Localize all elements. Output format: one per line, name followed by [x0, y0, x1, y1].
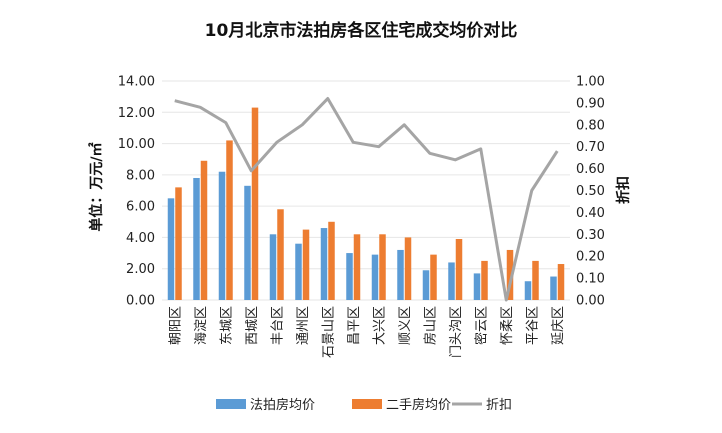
category-labels: 朝阳区 海淀区 东城区 西城区 丰台区 通州区 石景山区 昌平区 大兴区 顺义区 房山区 门头沟区 密云…	[168, 306, 566, 358]
bar-auction-price	[320, 228, 328, 300]
bar-secondhand-price	[506, 249, 514, 300]
bar-secondhand-price	[226, 140, 233, 300]
category-label: 怀柔区	[500, 306, 515, 345]
category-label: 朝阳区	[168, 306, 183, 345]
left-tick-label: 2.00	[126, 262, 155, 277]
bar-auction-price	[371, 254, 379, 300]
bar-secondhand-price	[200, 160, 208, 300]
legend-item-discount: 折扣	[452, 398, 512, 413]
category-label: 平谷区	[525, 306, 540, 345]
left-tick-label: 6.00	[126, 200, 155, 215]
category-label: 丰台区	[270, 306, 285, 345]
category-label: 密云区	[473, 306, 489, 345]
left-tick-label: 0.00	[126, 294, 155, 309]
legend-label: 法拍房均价	[250, 397, 315, 413]
legend-item-secondhand: 二手房均价	[352, 397, 451, 413]
bar-auction-price	[269, 234, 277, 300]
category-label: 通州区	[296, 306, 311, 345]
left-axis-ticks: 0.00 2.00 4.00 6.00 8.00 10.00 12.00 14.00	[118, 75, 155, 309]
bar-auction-price	[422, 270, 430, 300]
bar-secondhand-price	[353, 234, 361, 300]
right-tick-label: 1.00	[576, 75, 605, 90]
right-tick-label: 0.00	[576, 294, 605, 309]
right-tick-label: 0.50	[576, 184, 605, 199]
legend-swatch	[216, 399, 246, 409]
bar-secondhand-price	[557, 264, 565, 300]
category-label: 顺义区	[398, 306, 413, 345]
left-tick-label: 8.00	[126, 168, 155, 183]
bar-auction-price	[550, 276, 557, 300]
right-axis-title: 折扣	[615, 176, 632, 204]
bar-secondhand-price	[455, 238, 463, 300]
right-axis-ticks: 0.00 0.10 0.20 0.30 0.40 0.50 0.60 0.70 0.80 0.90…	[576, 75, 605, 309]
bar-secondhand-price	[430, 254, 437, 300]
bar-auction-price	[346, 253, 353, 300]
category-label: 东城区	[219, 306, 234, 345]
left-tick-label: 14.00	[118, 75, 155, 90]
bar-secondhand-price	[328, 221, 335, 300]
right-tick-label: 0.20	[576, 250, 605, 265]
right-tick-label: 0.40	[576, 206, 605, 221]
left-tick-label: 4.00	[126, 231, 155, 246]
bar-secondhand-price	[404, 237, 412, 300]
right-tick-label: 0.10	[576, 272, 605, 287]
chart-title: 10月北京市法拍房各区住宅成交均价对比	[205, 20, 518, 41]
right-tick-label: 0.30	[576, 228, 605, 243]
bar-auction-price	[193, 177, 200, 300]
bar-secondhand-price	[175, 187, 182, 300]
bars	[167, 107, 565, 300]
bar-secondhand-price	[251, 107, 259, 300]
bar-auction-price	[244, 185, 251, 300]
right-tick-label: 0.70	[576, 140, 605, 155]
category-label: 石景山区	[321, 306, 336, 358]
bar-auction-price	[524, 281, 532, 300]
bar-auction-price	[295, 243, 302, 300]
category-label: 昌平区	[347, 306, 362, 345]
bar-secondhand-price	[277, 209, 284, 300]
bar-secondhand-price	[302, 229, 310, 300]
bar-secondhand-price	[379, 234, 386, 300]
bar-auction-price	[218, 171, 226, 300]
legend-item-auction: 法拍房均价	[216, 397, 315, 413]
legend-label: 二手房均价	[386, 397, 451, 413]
right-tick-label: 0.90	[576, 96, 605, 111]
category-label: 海淀区	[194, 306, 209, 345]
category-label: 门头沟区	[449, 306, 464, 358]
bar-auction-price	[448, 262, 455, 300]
bar-auction-price	[167, 198, 175, 300]
category-label: 延庆区	[551, 306, 566, 345]
bar-secondhand-price	[532, 260, 539, 300]
legend: 法拍房均价 二手房均价 折扣	[216, 397, 512, 413]
discount-line	[174, 97, 559, 302]
bar-auction-price	[473, 273, 481, 300]
left-axis-title: 单位：万元/㎡	[88, 142, 105, 231]
discount-line-layer	[174, 97, 559, 302]
right-tick-label: 0.60	[576, 162, 605, 177]
category-label: 西城区	[245, 306, 260, 345]
category-label: 房山区	[422, 306, 438, 345]
bar-auction-price	[397, 249, 404, 300]
right-tick-label: 0.80	[576, 118, 605, 133]
left-tick-label: 12.00	[118, 106, 155, 121]
category-label: 大兴区	[372, 306, 387, 345]
legend-swatch	[352, 399, 382, 409]
bar-secondhand-price	[481, 260, 488, 300]
legend-label: 折扣	[486, 398, 512, 413]
left-tick-label: 10.00	[118, 137, 155, 152]
